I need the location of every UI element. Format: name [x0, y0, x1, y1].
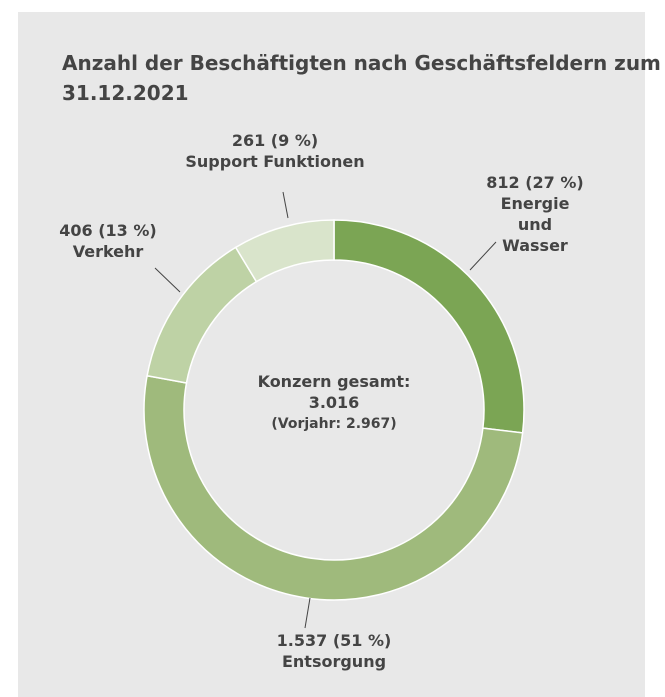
category-label: Support Funktionen	[185, 152, 365, 171]
category-label: Entsorgung	[281, 652, 387, 671]
center-label: Konzern gesamt:	[257, 372, 411, 391]
leader-line	[282, 191, 289, 219]
category-label: Energie und Wasser	[500, 194, 570, 255]
center-label: 3.016	[308, 393, 360, 412]
leader-line	[304, 597, 311, 629]
leader-line	[469, 241, 497, 271]
leader-line	[154, 267, 181, 293]
donut-segment	[143, 374, 524, 601]
value-label: 1.537 (51 %)	[276, 631, 392, 650]
category-label: Verkehr	[72, 242, 144, 261]
value-label: 812 (27 %)	[486, 173, 584, 192]
value-label: 406 (13 %)	[59, 221, 157, 240]
donut-segment	[234, 219, 335, 283]
chart: Anzahl der Beschäftigten nach Geschäftsf…	[18, 12, 661, 697]
chart-title: Anzahl der Beschäftigten nach Geschäftsf…	[62, 51, 661, 105]
center-label: (Vorjahr: 2.967)	[271, 416, 397, 432]
value-label: 261 (9 %)	[231, 131, 319, 150]
donut-area	[143, 191, 525, 629]
donut-segment	[146, 246, 258, 384]
